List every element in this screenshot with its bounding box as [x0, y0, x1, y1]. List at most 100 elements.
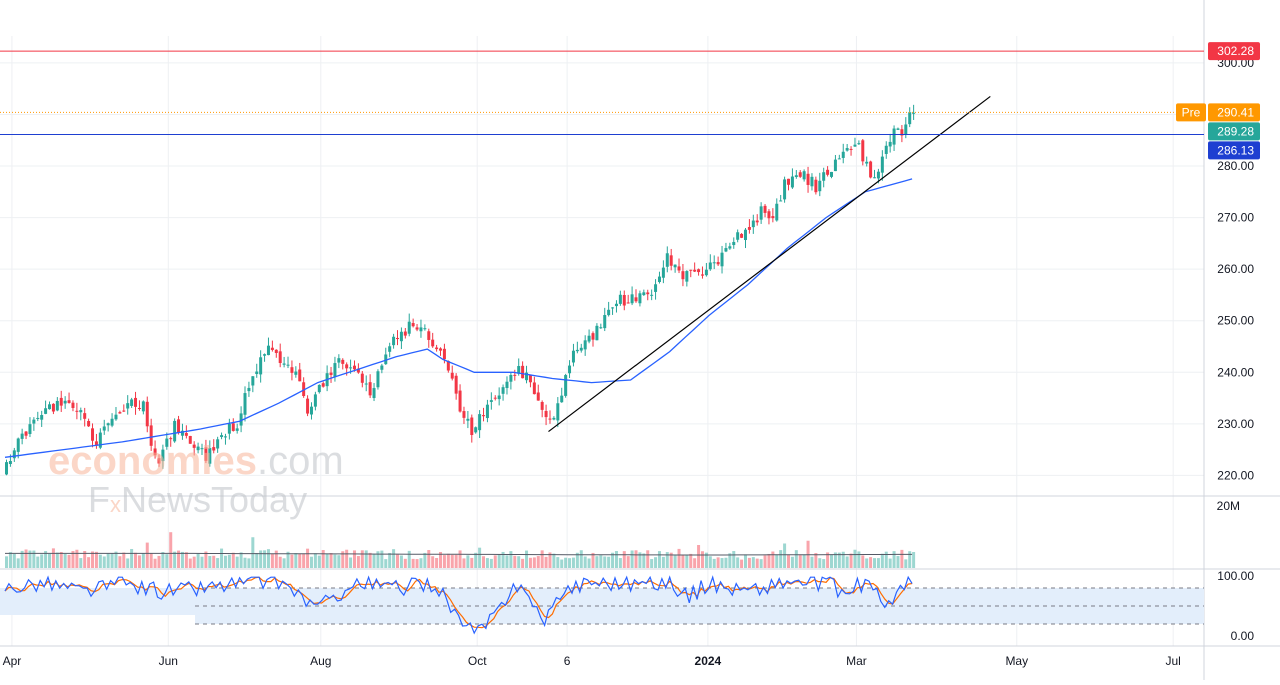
volume-bar: [837, 552, 841, 568]
candle-body: [759, 206, 763, 220]
candle-body: [482, 415, 486, 417]
candle-body: [747, 226, 751, 230]
candle-body: [528, 375, 532, 383]
candle-body: [595, 325, 599, 341]
volume-bar: [673, 555, 677, 568]
volume-bar: [337, 555, 341, 568]
volume-bar: [888, 558, 892, 568]
volume-bar: [137, 555, 141, 568]
volume-bar: [380, 550, 384, 568]
candle-body: [392, 336, 396, 346]
price-label-box: [1208, 122, 1260, 141]
volume-bar: [544, 556, 548, 568]
candle-body: [861, 140, 865, 162]
volume-bar: [689, 553, 693, 568]
candle-body: [12, 450, 16, 459]
volume-bar: [360, 550, 364, 568]
volume-bar: [102, 556, 106, 568]
candle-body: [485, 404, 489, 419]
volume-bar: [12, 554, 16, 568]
candle-body: [783, 179, 787, 200]
candle-body: [685, 271, 689, 282]
candle-body: [130, 399, 134, 406]
candle-body: [212, 447, 216, 451]
volume-bar: [419, 558, 423, 568]
volume-bar: [169, 532, 173, 568]
volume-bar: [282, 558, 286, 568]
volume-bar: [220, 548, 224, 568]
volume-bar: [306, 548, 310, 568]
candle-body: [732, 241, 736, 246]
volume-bar: [431, 556, 435, 568]
volume-bar: [626, 556, 630, 568]
volume-bar: [227, 554, 231, 568]
volume-bar: [650, 559, 654, 568]
volume-bar: [235, 556, 239, 568]
candle-body: [892, 128, 896, 145]
volume-bar: [251, 537, 255, 568]
candle-body: [309, 406, 313, 415]
volume-bar: [493, 555, 497, 568]
candle-body: [161, 449, 165, 462]
volume-bar: [700, 551, 704, 568]
price-axis-tick: 230.00: [1217, 417, 1254, 431]
volume-bar: [259, 550, 263, 568]
volume-bar: [223, 555, 227, 568]
candle-body: [83, 413, 87, 419]
volume-bar: [153, 558, 157, 568]
volume-bar: [458, 550, 462, 568]
watermark-text-economies: economies: [48, 439, 257, 483]
volume-bar: [712, 558, 716, 568]
candle-body: [583, 340, 587, 350]
candle-body: [298, 369, 302, 382]
volume-bar: [880, 553, 884, 568]
candle-body: [618, 294, 622, 304]
candle-body: [912, 112, 916, 114]
volume-bar: [325, 553, 329, 568]
volume-bar: [427, 550, 431, 568]
stochastic-axis-tick: 0.00: [1231, 629, 1255, 643]
volume-bar: [48, 553, 52, 568]
volume-bar: [51, 548, 55, 568]
volume-bar: [40, 554, 44, 568]
candle-body: [55, 400, 59, 411]
volume-bar: [697, 545, 701, 568]
candle-body: [665, 253, 669, 267]
volume-bar: [810, 556, 814, 568]
candle-body: [548, 418, 552, 420]
candle-body: [845, 148, 849, 151]
volume-bar: [446, 553, 450, 568]
candle-body: [493, 397, 497, 399]
volume-bar: [587, 558, 591, 568]
volume-bar: [208, 555, 212, 568]
candle-body: [497, 395, 501, 400]
volume-axis-label: 20M: [1217, 499, 1240, 513]
volume-bar: [607, 556, 611, 568]
candle-body: [587, 335, 591, 342]
volume-bar: [521, 558, 525, 568]
volume-bar: [759, 559, 763, 568]
overlays: [0, 50, 1204, 458]
volume-bar: [126, 558, 130, 568]
candle-body: [98, 432, 102, 448]
candle-body: [806, 173, 810, 185]
volume-bar: [560, 559, 564, 568]
volume-bar: [141, 553, 145, 568]
volume-bar: [392, 549, 396, 568]
volume-bar: [802, 554, 806, 568]
candle-body: [317, 384, 321, 393]
volume-bar: [118, 556, 122, 568]
volume-bar: [861, 555, 865, 568]
candle-body: [40, 415, 44, 420]
candle-body: [48, 404, 52, 410]
volume-bar: [841, 551, 845, 568]
candle-body: [697, 269, 701, 273]
time-axis-label: Jun: [159, 654, 178, 668]
candle-body: [657, 276, 661, 283]
volume-bar: [454, 554, 458, 568]
candle-body: [579, 347, 583, 351]
volume-bar: [180, 551, 184, 568]
volume-bar: [579, 550, 583, 568]
